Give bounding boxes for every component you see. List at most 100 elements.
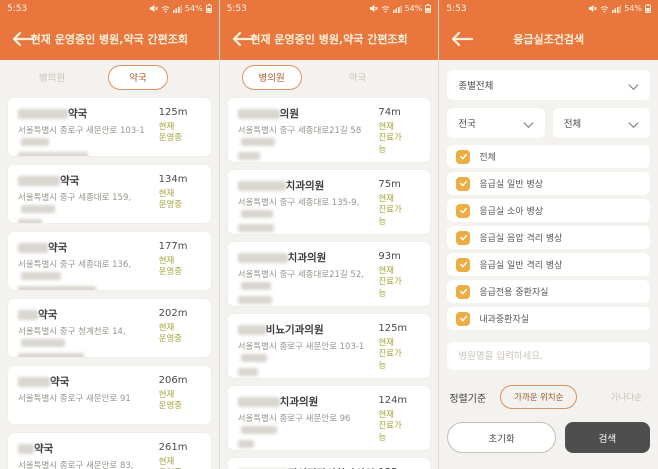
place-address: 서울특별시 중구 세종대로21길 58 — [237, 126, 379, 162]
tab-hospital[interactable]: 병의원 — [241, 64, 302, 90]
hospital-list: 의원 서울특별시 중구 세종대로21길 58 74m 현재 진료가 능 치과의원… — [220, 94, 439, 469]
battery-icon — [645, 4, 651, 13]
place-address: 서울특별시 종로구 새문안로 83, — [18, 461, 134, 469]
battery-icon — [205, 4, 212, 13]
place-address: 서울특별시 중구 세종대로 135-9, — [237, 198, 379, 234]
blurred-name — [237, 180, 286, 191]
battery-icon — [425, 4, 432, 13]
tab-bar: 병의원 약국 — [0, 60, 219, 94]
blurred-name — [18, 309, 38, 320]
place-name: 치과의원 — [285, 180, 325, 192]
distance: 74m — [378, 107, 401, 118]
status-badge: 현재 운영중 — [158, 189, 183, 211]
checkbox-row-er-negative-pressure-isolation-bed[interactable]: 응급실 음압 격리 병상 — [447, 226, 651, 249]
checkbox-label: 내과중환자실 — [479, 315, 530, 325]
tab-pharmacy[interactable]: 약국 — [108, 64, 168, 90]
list-item[interactable]: 치과의원 서울특별시 중구 세종대로21길 52, 93m 현재 진료가 능 — [227, 242, 431, 306]
form-actions: 초기화 검색 — [447, 422, 651, 453]
list-item[interactable]: 정신건강의학과의원 125m — [227, 458, 431, 469]
back-arrow-icon[interactable] — [232, 31, 254, 47]
list-item[interactable]: 약국 서울특별시 중구 세종대로 159, 134m 현재 운영중 — [8, 165, 211, 223]
distance: 177m — [158, 241, 188, 252]
reset-button[interactable]: 초기화 — [447, 422, 556, 453]
chevron-down-icon — [628, 76, 639, 95]
checkbox-row-er-general-isolation-bed[interactable]: 응급실 일반 격리 병상 — [447, 253, 651, 276]
checkbox-checked-icon — [456, 284, 471, 299]
distance: 206m — [158, 375, 188, 386]
checkbox-checked-icon — [456, 230, 471, 245]
chevron-down-icon — [523, 114, 534, 133]
place-name: 비뇨기과의원 — [265, 324, 324, 336]
place-name: 치과의원 — [287, 252, 327, 264]
blurred-name — [237, 396, 280, 407]
checkbox-checked-icon — [456, 311, 471, 326]
back-arrow-icon[interactable] — [451, 31, 474, 47]
distance: 75m — [378, 179, 401, 190]
status-bar: 5:53 54% — [219, 0, 439, 17]
tab-hospital[interactable]: 병의원 — [38, 73, 66, 84]
list-item[interactable]: 약국 서울특별시 종로구 새문안로 91 206m 현재 운영중 — [8, 366, 211, 424]
search-button[interactable]: 검색 — [564, 422, 651, 453]
status-badge: 현재 진료가 능 — [378, 266, 402, 299]
battery-percent: 54% — [624, 4, 643, 13]
status-bar: 5:53 54% — [0, 0, 219, 17]
checkbox-row-internal-medicine-icu[interactable]: 내과중환자실 — [447, 307, 651, 330]
place-name: 약국 — [34, 443, 54, 455]
blurred-name — [237, 108, 280, 119]
clock: 5:53 — [7, 3, 28, 14]
blurred-name — [237, 324, 266, 335]
sort-alphabetical-button[interactable]: 가나다순 — [610, 393, 643, 403]
status-badge: 현재 진료가 능 — [378, 122, 402, 155]
clock: 5:53 — [226, 3, 247, 14]
list-item[interactable]: 약국 서울특별시 중구 세종대로 136, 177m 현재 운영중 — [8, 232, 211, 290]
list-item[interactable]: 치과의원 서울특별시 중구 세종대로 135-9, 75m 현재 진료가 능 — [227, 170, 431, 234]
checkbox-row-er-child-bed[interactable]: 응급실 소아 병상 — [447, 199, 651, 222]
checkbox-checked-icon — [456, 203, 471, 218]
place-address: 서울특별시 종로구 새문안로 96 — [237, 414, 379, 450]
app-bar: 응급실조건검색 — [439, 17, 658, 60]
distance: 124m — [378, 395, 408, 406]
distance: 93m — [378, 251, 401, 262]
list-item[interactable]: 약국 서울특별시 종로구 새문안로 103-1 125m 현재 운영중 — [8, 98, 211, 156]
checkbox-label: 응급실 소아 병상 — [479, 207, 544, 217]
list-item[interactable]: 의원 서울특별시 중구 세종대로21길 58 74m 현재 진료가 능 — [227, 98, 431, 162]
area-select[interactable]: 전체 — [552, 108, 651, 138]
checkbox-row-er-dedicated-icu[interactable]: 응급전용 중환자실 — [447, 280, 651, 303]
sort-by-distance-button[interactable]: 가까운 위치순 — [500, 385, 578, 409]
list-item[interactable]: 치과의원 서울특별시 종로구 새문안로 96 124m 현재 진료가 능 — [227, 386, 431, 450]
place-name: 약국 — [50, 376, 70, 388]
area-select-value: 전체 — [563, 119, 582, 130]
distance: 134m — [158, 174, 188, 185]
sort-options: 정렬기준 가까운 위치순 가나다순 — [447, 385, 650, 409]
pharmacy-list: 약국 서울특별시 종로구 새문안로 103-1 125m 현재 운영중 약국 서… — [0, 94, 219, 469]
checkbox-row-er-general-bed[interactable]: 응급실 일반 병상 — [447, 172, 651, 195]
place-address: 서울특별시 중구 세종대로 136, — [18, 260, 159, 290]
place-address: 서울특별시 종로구 새문안로 91 — [18, 394, 131, 404]
blurred-name — [18, 376, 50, 387]
type-select[interactable]: 종별전체 — [447, 70, 651, 100]
pharmacy-list-screen: 5:53 54% 현재 운영중인 병원,약국 간편조회 병의원 약국 약국 서울… — [0, 0, 219, 469]
signal-icon — [392, 5, 402, 13]
back-arrow-icon[interactable] — [12, 31, 35, 47]
blurred-name — [18, 242, 48, 253]
wifi-icon — [600, 5, 609, 13]
clock: 5:53 — [446, 3, 467, 14]
blurred-name — [18, 108, 68, 119]
app-bar: 현재 운영중인 병원,약국 간편조회 — [0, 17, 219, 60]
list-item[interactable]: 약국 서울특별시 중구 청계천로 14, 202m 현재 운영중 — [8, 299, 211, 357]
checkbox-label: 응급실 일반 격리 병상 — [479, 261, 563, 271]
app-bar: 현재 운영중인 병원,약국 간편조회 — [219, 17, 439, 60]
tab-pharmacy[interactable]: 약국 — [348, 73, 367, 84]
place-name: 약국 — [38, 309, 58, 321]
signal-icon — [172, 5, 182, 13]
list-item[interactable]: 비뇨기과의원 서울특별시 종로구 새문안로 103-1 125m 현재 진료가 … — [227, 314, 431, 378]
mute-icon — [588, 4, 598, 13]
hospital-name-input[interactable] — [447, 342, 651, 370]
region-select[interactable]: 전국 — [447, 108, 545, 138]
distance: 125m — [158, 107, 188, 118]
status-badge: 현재 진료가 능 — [378, 194, 402, 227]
er-search-form: 종별전체 전국 전체 전체 응급실 일반 병상 — [439, 60, 658, 469]
checkbox-row-all[interactable]: 전체 — [447, 145, 651, 168]
list-item[interactable]: 약국 서울특별시 종로구 새문안로 83, 261m 현재 운영중 — [8, 433, 211, 469]
